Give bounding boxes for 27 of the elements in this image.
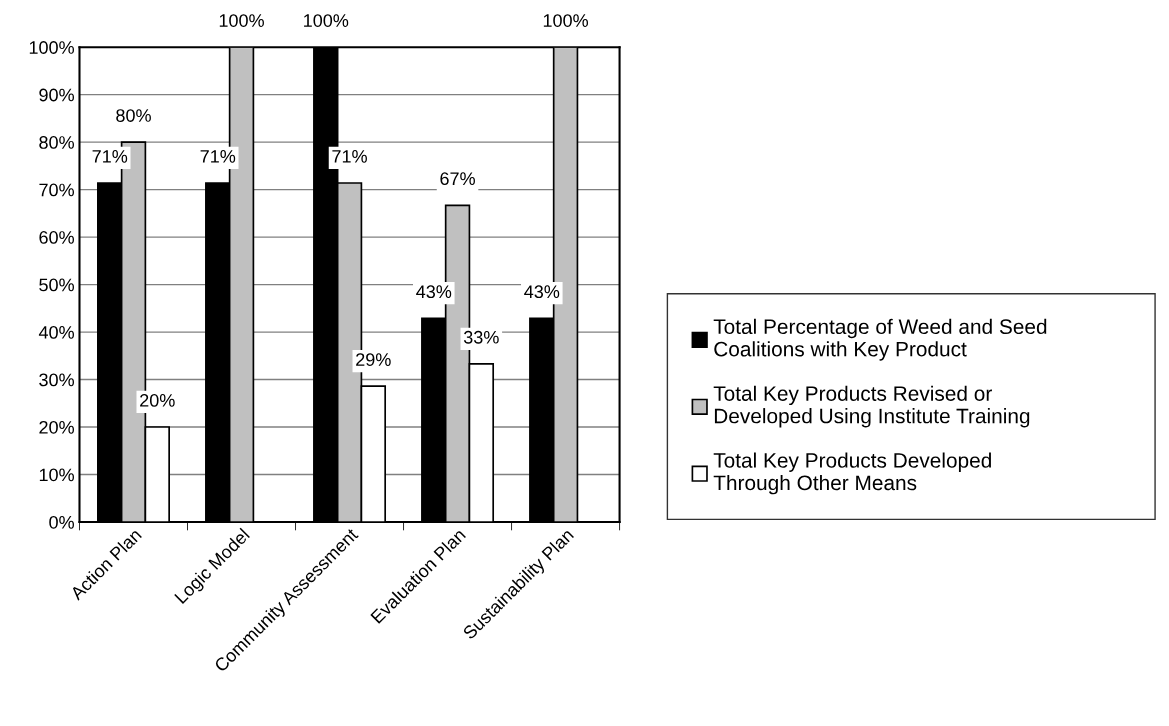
y-tick-label: 70% xyxy=(39,183,74,197)
y-tick-label: 80% xyxy=(39,136,74,149)
data-label: 100% xyxy=(304,14,349,27)
data-label: 29% xyxy=(356,353,391,366)
y-tick-label: 10% xyxy=(39,468,74,482)
legend-label: Total Key Products Developed Through Other Means xyxy=(713,452,991,495)
y-tick-label: 60% xyxy=(39,231,74,244)
data-label: 33% xyxy=(463,330,499,344)
data-label: 20% xyxy=(140,394,175,407)
data-label: 100% xyxy=(219,14,264,27)
data-label: 71% xyxy=(92,150,128,163)
y-tick-label: 100% xyxy=(29,41,74,54)
data-label: 80% xyxy=(116,109,151,122)
legend-label: Total Percentage of Weed and Seed Coalitions with Key Product xyxy=(713,318,1047,361)
y-tick-label: 30% xyxy=(39,373,74,387)
data-label: 71% xyxy=(200,150,236,163)
data-label: 71% xyxy=(332,150,367,163)
data-label: 67% xyxy=(440,172,475,186)
data-label: 100% xyxy=(543,14,589,27)
y-tick-label: 0% xyxy=(49,515,74,529)
y-tick-label: 90% xyxy=(39,88,74,102)
y-tick-label: 50% xyxy=(39,278,74,292)
legend-label: Total Key Products Revised or Developed Using Institute Training xyxy=(713,385,1030,428)
data-label: 43% xyxy=(416,285,452,299)
y-tick-label: 40% xyxy=(38,326,74,339)
data-label: 43% xyxy=(524,285,560,299)
y-tick-label: 20% xyxy=(39,420,74,434)
